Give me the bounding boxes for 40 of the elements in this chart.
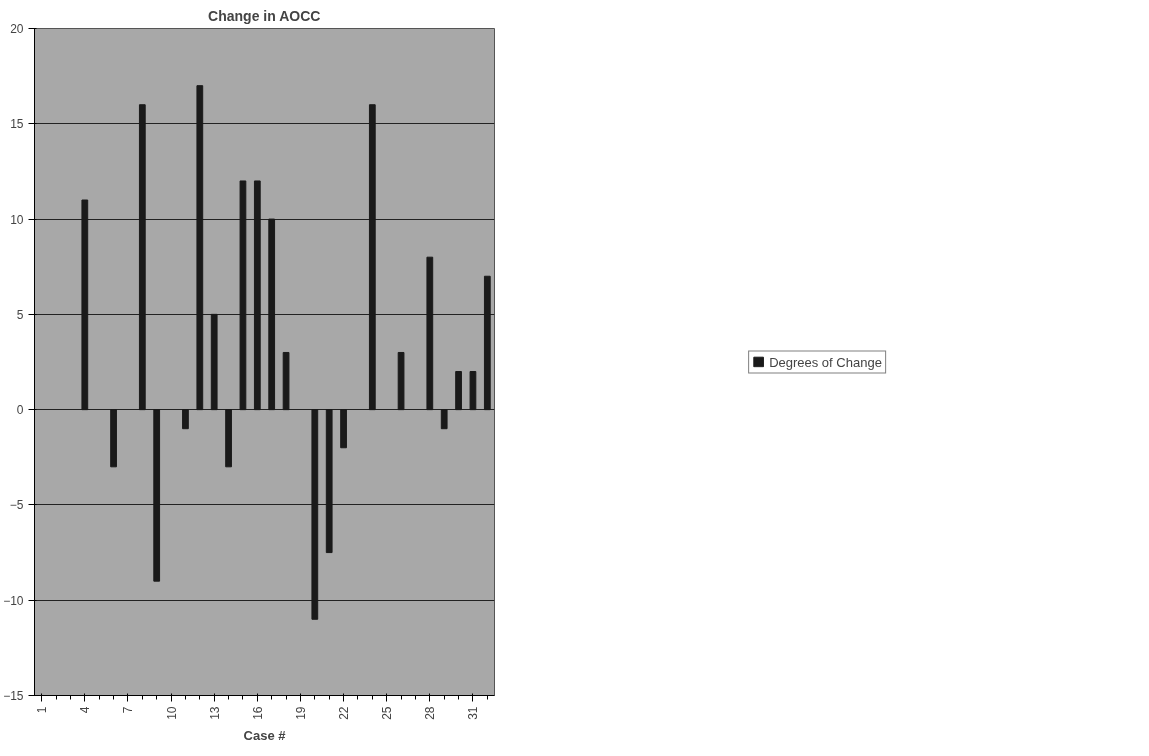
bar xyxy=(239,180,247,411)
bar xyxy=(282,351,290,411)
bar xyxy=(210,313,218,411)
bar xyxy=(325,409,333,554)
x-tick-label: 28 xyxy=(423,706,438,720)
x-tick-label: 7 xyxy=(121,706,136,714)
x-tick-label: 13 xyxy=(207,706,222,720)
x-tick-label: 31 xyxy=(466,706,481,720)
x-tick-label: 10 xyxy=(164,706,179,720)
bar xyxy=(455,371,462,411)
y-tick-label: 5 xyxy=(16,307,24,322)
x-tick-label: 22 xyxy=(337,706,352,720)
y-tick-label: 15 xyxy=(10,117,24,132)
y-tick-label: −5 xyxy=(9,498,24,513)
bar xyxy=(268,218,276,411)
bar xyxy=(153,409,161,582)
bar xyxy=(253,180,261,411)
x-tick-label: 4 xyxy=(78,706,93,714)
legend-label: Degrees of Change xyxy=(769,354,882,369)
bar xyxy=(440,409,448,430)
bar xyxy=(225,409,232,468)
bar xyxy=(182,409,189,430)
bar xyxy=(397,351,405,411)
x-axis-title: Case # xyxy=(243,727,287,743)
bar xyxy=(110,409,117,468)
chart-title: Change in AOCC xyxy=(208,7,321,24)
y-tick-label: −15 xyxy=(3,689,24,703)
y-tick-label: 10 xyxy=(10,212,24,227)
y-tick-label: 20 xyxy=(10,22,24,36)
y-tick-label: 0 xyxy=(16,403,24,418)
x-tick-label: 19 xyxy=(293,706,308,720)
bar xyxy=(426,256,434,411)
bar xyxy=(469,371,477,411)
bar xyxy=(340,409,347,449)
x-tick-label: 16 xyxy=(250,706,265,720)
bar xyxy=(483,275,491,411)
x-tick-label: 1 xyxy=(35,706,50,714)
x-tick-label: 25 xyxy=(380,706,395,720)
bar xyxy=(81,199,89,411)
y-tick-label: −10 xyxy=(3,593,24,608)
